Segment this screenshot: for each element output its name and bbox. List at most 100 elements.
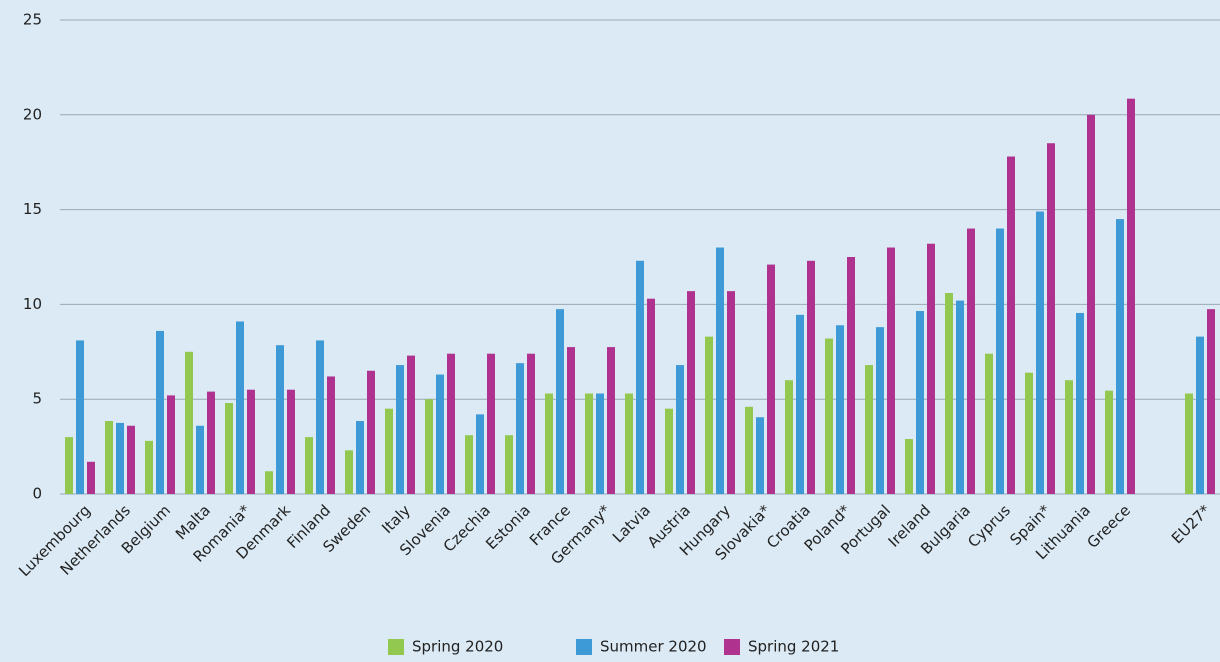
bar	[145, 440, 153, 494]
bar	[607, 347, 615, 494]
bar	[345, 450, 353, 494]
bar	[265, 471, 273, 494]
bar	[276, 345, 284, 494]
bar	[436, 374, 444, 494]
bar	[316, 340, 324, 494]
bar	[127, 425, 135, 494]
bar	[556, 309, 564, 494]
bar	[807, 260, 815, 494]
bar	[847, 257, 855, 494]
bar	[796, 314, 804, 494]
bar	[905, 439, 913, 494]
x-tick-label: Greece	[1084, 501, 1134, 551]
legend-label: Spring 2021	[748, 638, 839, 656]
bar	[527, 353, 535, 494]
x-tick-label: Cyprus	[964, 501, 1014, 551]
bar	[76, 340, 84, 494]
bar	[116, 422, 124, 494]
bar	[385, 408, 393, 494]
x-tick-label: EU27*	[1168, 501, 1214, 547]
bar	[967, 228, 975, 494]
y-tick-label: 15	[23, 200, 42, 218]
bar	[156, 330, 164, 494]
bar	[745, 406, 753, 494]
bar	[836, 325, 844, 494]
bar	[687, 291, 695, 494]
bar	[1025, 372, 1033, 494]
bar	[425, 399, 433, 494]
y-tick-label: 10	[23, 295, 42, 313]
bar	[625, 393, 633, 494]
bar	[585, 393, 593, 494]
x-tick-label: Italy	[378, 501, 414, 537]
bar	[487, 353, 495, 494]
bar	[247, 389, 255, 494]
bar	[785, 380, 793, 494]
bar	[1065, 380, 1073, 494]
bar	[1185, 393, 1193, 494]
bar	[476, 414, 484, 494]
bar	[367, 370, 375, 494]
bar	[356, 421, 364, 494]
bar	[287, 389, 295, 494]
bar	[1207, 309, 1215, 494]
bar	[505, 435, 513, 494]
bar	[927, 243, 935, 494]
bar	[1087, 114, 1095, 495]
x-tick-label: Estonia	[482, 501, 534, 553]
legend-swatch	[724, 639, 740, 655]
y-tick-label: 5	[32, 390, 42, 408]
bar	[945, 293, 953, 494]
bar	[225, 402, 233, 494]
bar	[65, 437, 73, 494]
bar	[636, 260, 644, 494]
bar	[516, 363, 524, 494]
bar	[87, 461, 95, 494]
bar	[1007, 156, 1015, 494]
bar	[767, 264, 775, 494]
legend-label: Summer 2020	[600, 638, 707, 656]
bar	[1076, 312, 1084, 494]
y-tick-label: 20	[23, 105, 42, 123]
bar	[1196, 336, 1204, 494]
y-tick-label: 0	[32, 485, 42, 503]
bar	[956, 300, 964, 494]
bar	[305, 437, 313, 494]
bar	[756, 417, 764, 494]
bar	[647, 298, 655, 494]
bar	[1116, 219, 1124, 494]
bar	[825, 338, 833, 494]
bar	[596, 393, 604, 494]
bar	[865, 365, 873, 494]
bar	[665, 408, 673, 494]
bar	[407, 355, 415, 494]
bar	[1047, 143, 1055, 495]
bar	[396, 365, 404, 494]
bar	[727, 291, 735, 494]
bar	[196, 425, 204, 494]
bar	[1127, 98, 1135, 495]
bar	[1036, 211, 1044, 494]
legend-swatch	[576, 639, 592, 655]
bar	[545, 393, 553, 494]
bar	[185, 351, 193, 494]
bar	[465, 435, 473, 494]
bar	[327, 376, 335, 494]
bar	[567, 347, 575, 494]
bar	[167, 395, 175, 494]
bar	[447, 353, 455, 494]
y-tick-label: 25	[23, 11, 42, 29]
bar	[996, 228, 1004, 494]
bar	[105, 421, 113, 494]
bar	[716, 247, 724, 494]
bar	[985, 353, 993, 494]
legend-label: Spring 2020	[412, 638, 503, 656]
bar	[236, 321, 244, 494]
bar	[207, 391, 215, 494]
bar	[705, 336, 713, 494]
bar	[1105, 390, 1113, 494]
bar	[676, 365, 684, 494]
bar	[916, 311, 924, 494]
bar	[887, 247, 895, 494]
